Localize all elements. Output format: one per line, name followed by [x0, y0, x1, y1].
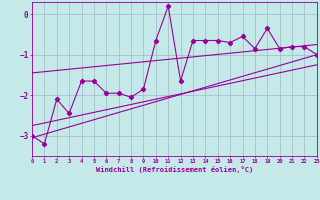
- X-axis label: Windchill (Refroidissement éolien,°C): Windchill (Refroidissement éolien,°C): [96, 166, 253, 173]
